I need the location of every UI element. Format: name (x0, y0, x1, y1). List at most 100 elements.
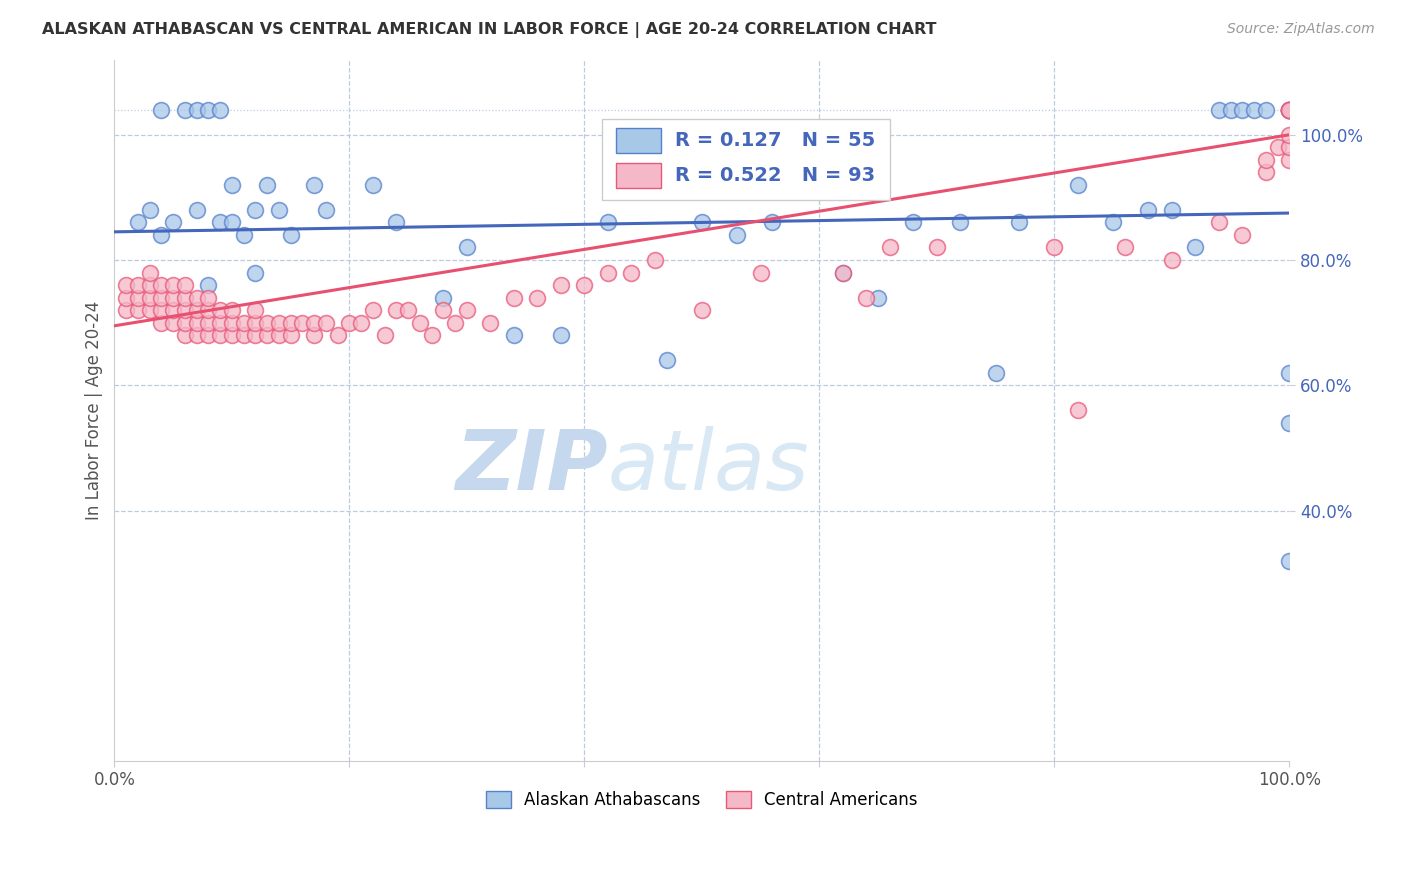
Point (550, 328, 572, 343)
Point (115, 278, 138, 293)
Point (162, 316, 184, 330)
Point (832, 266, 855, 280)
Point (361, 303, 384, 318)
Point (1219, 103, 1241, 117)
Point (280, 328, 302, 343)
Point (1161, 202, 1184, 217)
Point (1208, 103, 1230, 117)
Text: atlas: atlas (607, 426, 810, 507)
Point (949, 215, 972, 229)
Point (127, 291, 149, 305)
Point (456, 303, 478, 318)
Bar (616, 163, 661, 188)
Point (245, 316, 267, 330)
Point (984, 366, 1007, 380)
Point (232, 328, 254, 343)
Point (644, 253, 666, 268)
Point (409, 316, 432, 330)
Point (1008, 215, 1031, 229)
Point (596, 266, 619, 280)
Point (420, 328, 443, 343)
Point (209, 215, 232, 229)
Point (256, 328, 278, 343)
Point (832, 266, 855, 280)
Point (1278, 153, 1301, 167)
Point (162, 291, 184, 305)
Point (1102, 215, 1125, 229)
Point (596, 215, 619, 229)
Point (1137, 202, 1160, 217)
Point (903, 215, 925, 229)
Point (315, 202, 337, 217)
Point (245, 328, 267, 343)
Point (361, 178, 384, 192)
Point (1067, 403, 1090, 417)
Point (444, 316, 467, 330)
Point (1278, 103, 1301, 117)
Bar (616, 128, 661, 153)
Point (1278, 128, 1301, 142)
Point (385, 215, 408, 229)
Point (186, 202, 208, 217)
Point (186, 303, 208, 318)
Point (162, 278, 184, 293)
Point (174, 303, 197, 318)
Point (396, 303, 419, 318)
Point (221, 178, 243, 192)
Point (150, 103, 173, 117)
Point (150, 303, 173, 318)
Point (267, 202, 290, 217)
Point (1232, 103, 1254, 117)
Point (925, 240, 948, 254)
Point (291, 316, 314, 330)
Point (115, 291, 138, 305)
Point (761, 215, 783, 229)
Point (1208, 215, 1230, 229)
Point (725, 227, 748, 242)
Point (232, 227, 254, 242)
Point (197, 316, 219, 330)
Point (1278, 103, 1301, 117)
Point (245, 202, 267, 217)
Point (655, 353, 678, 368)
Point (526, 291, 548, 305)
Point (315, 316, 337, 330)
Point (186, 103, 208, 117)
Point (150, 227, 173, 242)
Point (1254, 165, 1277, 179)
Point (245, 303, 267, 318)
Point (432, 303, 454, 318)
Text: R = 0.522   N = 93: R = 0.522 N = 93 (675, 166, 875, 185)
Point (432, 291, 454, 305)
Point (503, 328, 526, 343)
Point (339, 316, 361, 330)
Point (1278, 103, 1301, 117)
Point (209, 303, 232, 318)
Point (1067, 178, 1090, 192)
Point (138, 291, 160, 305)
Point (186, 328, 208, 343)
Point (690, 303, 713, 318)
Point (232, 316, 254, 330)
Point (186, 316, 208, 330)
Point (1232, 227, 1254, 242)
Point (1254, 153, 1277, 167)
Point (197, 278, 219, 293)
Point (1254, 103, 1277, 117)
Point (302, 178, 325, 192)
Point (174, 328, 197, 343)
Point (1278, 366, 1301, 380)
Text: R = 0.127   N = 55: R = 0.127 N = 55 (675, 131, 875, 150)
Point (267, 316, 290, 330)
Point (1278, 554, 1301, 568)
Point (245, 266, 267, 280)
Point (221, 328, 243, 343)
Point (221, 215, 243, 229)
Point (138, 202, 160, 217)
Point (574, 278, 596, 293)
Y-axis label: In Labor Force | Age 20-24: In Labor Force | Age 20-24 (86, 301, 103, 520)
Point (138, 303, 160, 318)
Point (186, 291, 208, 305)
Point (1114, 240, 1136, 254)
Point (115, 303, 138, 318)
